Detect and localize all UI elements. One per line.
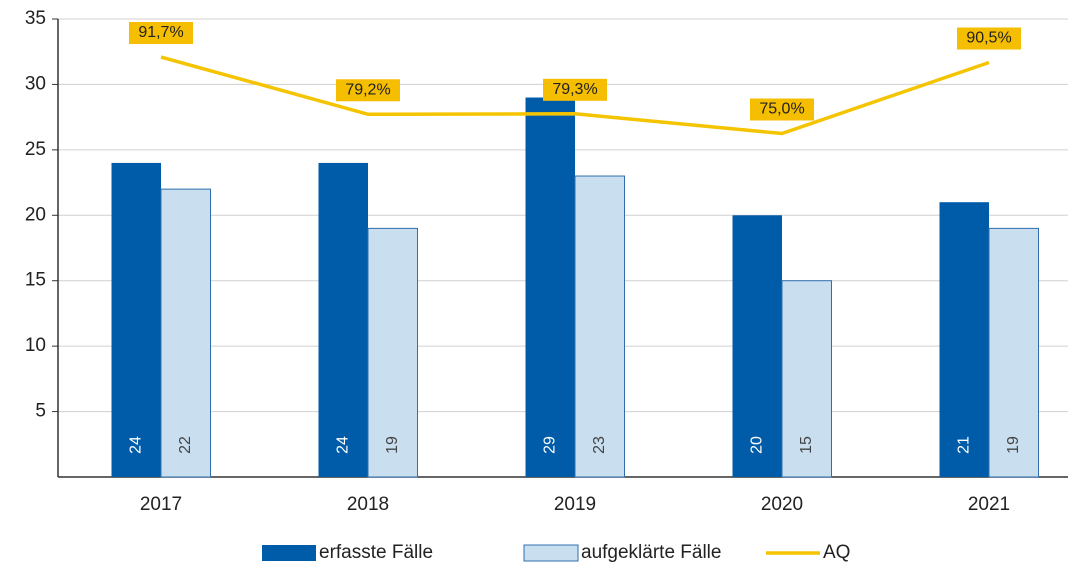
- bar: [574, 175, 625, 478]
- bar: [318, 162, 368, 477]
- x-tick-label: 2020: [761, 494, 803, 515]
- bar: [367, 227, 418, 478]
- legend-label: aufgeklärte Fälle: [581, 542, 721, 563]
- bar-label: 24: [127, 436, 144, 454]
- bar: [988, 227, 1039, 478]
- bar-label: 29: [541, 436, 558, 454]
- bar: [160, 188, 211, 478]
- legend-swatch: [523, 544, 579, 562]
- y-tick-label: 5: [35, 401, 46, 422]
- bar-label: 21: [955, 436, 972, 454]
- bar: [781, 280, 832, 478]
- line-label: 91,7%: [138, 24, 183, 41]
- bar-label: 24: [334, 436, 351, 454]
- y-tick-label: 35: [25, 8, 46, 29]
- line-label: 79,3%: [552, 81, 597, 98]
- bar: [732, 215, 782, 478]
- label-box: [750, 98, 814, 121]
- x-tick-label: 2019: [554, 494, 596, 515]
- legend-label: erfasste Fälle: [319, 542, 433, 563]
- x-tick-label: 2018: [347, 494, 389, 515]
- label-box: [543, 78, 607, 101]
- y-tick-label: 25: [25, 139, 46, 160]
- y-tick-label: 10: [25, 335, 46, 356]
- y-tick-label: 30: [25, 73, 46, 94]
- y-tick-label: 15: [25, 270, 46, 291]
- label-box: [336, 79, 400, 102]
- bar: [939, 202, 989, 477]
- bar-label: 20: [748, 436, 765, 454]
- label-box: [957, 27, 1021, 50]
- bar-label: 22: [177, 436, 194, 454]
- line-label: 79,2%: [345, 81, 390, 98]
- x-tick-label: 2017: [140, 494, 182, 515]
- bar-label: 15: [798, 436, 815, 454]
- line: [160, 55, 990, 136]
- bar: [525, 97, 575, 477]
- y-tick-label: 20: [25, 204, 46, 225]
- bar-label: 19: [1005, 436, 1022, 454]
- bar-label: 19: [384, 436, 401, 454]
- line-label: 90,5%: [966, 30, 1011, 47]
- legend-label: AQ: [823, 542, 850, 563]
- legend-swatch: [262, 545, 316, 561]
- label-box: [129, 22, 193, 45]
- bar-label: 23: [591, 436, 608, 454]
- bar: [111, 162, 161, 477]
- x-tick-label: 2021: [968, 494, 1010, 515]
- line-label: 75,0%: [759, 101, 804, 118]
